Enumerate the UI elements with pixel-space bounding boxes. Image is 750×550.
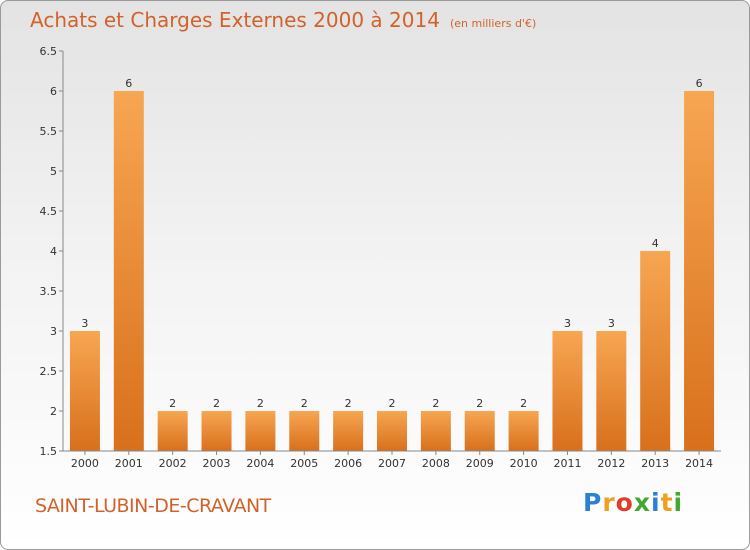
commune-name: SAINT-LUBIN-DE-CRAVANT <box>35 495 271 517</box>
x-tick-label: 2007 <box>378 457 406 470</box>
y-tick-label: 2 <box>50 405 57 418</box>
bar-value-label: 2 <box>389 397 396 410</box>
bar-value-label: 2 <box>345 397 352 410</box>
logo-letter: i <box>651 488 661 517</box>
bar <box>289 411 320 451</box>
bar <box>552 331 583 451</box>
y-tick-label: 3.5 <box>40 285 58 298</box>
x-tick-label: 2012 <box>597 457 625 470</box>
bar <box>420 411 451 451</box>
logo-letter: P <box>583 488 603 517</box>
chart-title: Achats et Charges Externes 2000 à 2014 (e… <box>30 8 536 32</box>
bar-value-label: 2 <box>213 397 220 410</box>
x-tick-label: 2005 <box>290 457 318 470</box>
logo-letter: t <box>660 488 674 517</box>
x-tick-label: 2009 <box>466 457 494 470</box>
bar <box>113 91 144 451</box>
x-tick-label: 2014 <box>685 457 713 470</box>
chart-subtitle: (en milliers d'€) <box>449 17 537 30</box>
bar <box>333 411 364 451</box>
bar-value-label: 3 <box>564 317 571 330</box>
proxiti-logo: Proxiti <box>583 488 683 517</box>
bar <box>157 411 188 451</box>
y-tick-label: 6.5 <box>40 45 58 58</box>
bar <box>640 251 671 451</box>
y-tick-label: 4 <box>50 245 57 258</box>
bar-value-label: 3 <box>81 317 88 330</box>
y-tick-label: 5.5 <box>40 125 58 138</box>
y-tick-label: 3 <box>50 325 57 338</box>
x-tick-label: 2010 <box>510 457 538 470</box>
bar-value-label: 2 <box>257 397 264 410</box>
title-text: Achats et Charges Externes 2000 à 2014 <box>30 8 440 32</box>
logo-letter: i <box>673 488 684 517</box>
bar <box>69 331 100 451</box>
x-tick-label: 2003 <box>203 457 231 470</box>
x-tick-label: 2004 <box>246 457 274 470</box>
x-tick-label: 2008 <box>422 457 450 470</box>
bar-value-label: 2 <box>520 397 527 410</box>
bar <box>201 411 232 451</box>
bar-value-label: 4 <box>652 237 659 250</box>
bar <box>245 411 276 451</box>
x-tick-label: 2001 <box>115 457 143 470</box>
bar-value-label: 3 <box>608 317 615 330</box>
x-tick-label: 2006 <box>334 457 362 470</box>
x-tick-label: 2013 <box>641 457 669 470</box>
x-tick-label: 2002 <box>159 457 187 470</box>
x-tick-label: 2011 <box>553 457 581 470</box>
y-tick-label: 4.5 <box>40 205 58 218</box>
y-tick-label: 5 <box>50 165 57 178</box>
bar-value-label: 2 <box>432 397 439 410</box>
bar <box>464 411 495 451</box>
logo-letter: o <box>615 488 634 517</box>
bar-value-label: 2 <box>301 397 308 410</box>
bar <box>596 331 627 451</box>
logo-letter: r <box>602 488 616 517</box>
y-tick-label: 6 <box>50 85 57 98</box>
bar <box>508 411 539 451</box>
y-tick-label: 1.5 <box>40 445 58 458</box>
bar <box>377 411 407 451</box>
bar-value-label: 6 <box>696 77 703 90</box>
bar-value-label: 2 <box>169 397 176 410</box>
y-tick-label: 2.5 <box>40 365 58 378</box>
logo-letter: x <box>633 488 651 517</box>
bar <box>684 91 715 451</box>
bar-value-label: 6 <box>125 77 132 90</box>
bar-value-label: 2 <box>476 397 483 410</box>
x-tick-label: 2000 <box>71 457 99 470</box>
